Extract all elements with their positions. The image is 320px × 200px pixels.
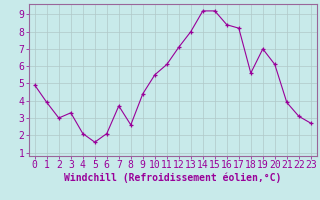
X-axis label: Windchill (Refroidissement éolien,°C): Windchill (Refroidissement éolien,°C) [64,173,282,183]
